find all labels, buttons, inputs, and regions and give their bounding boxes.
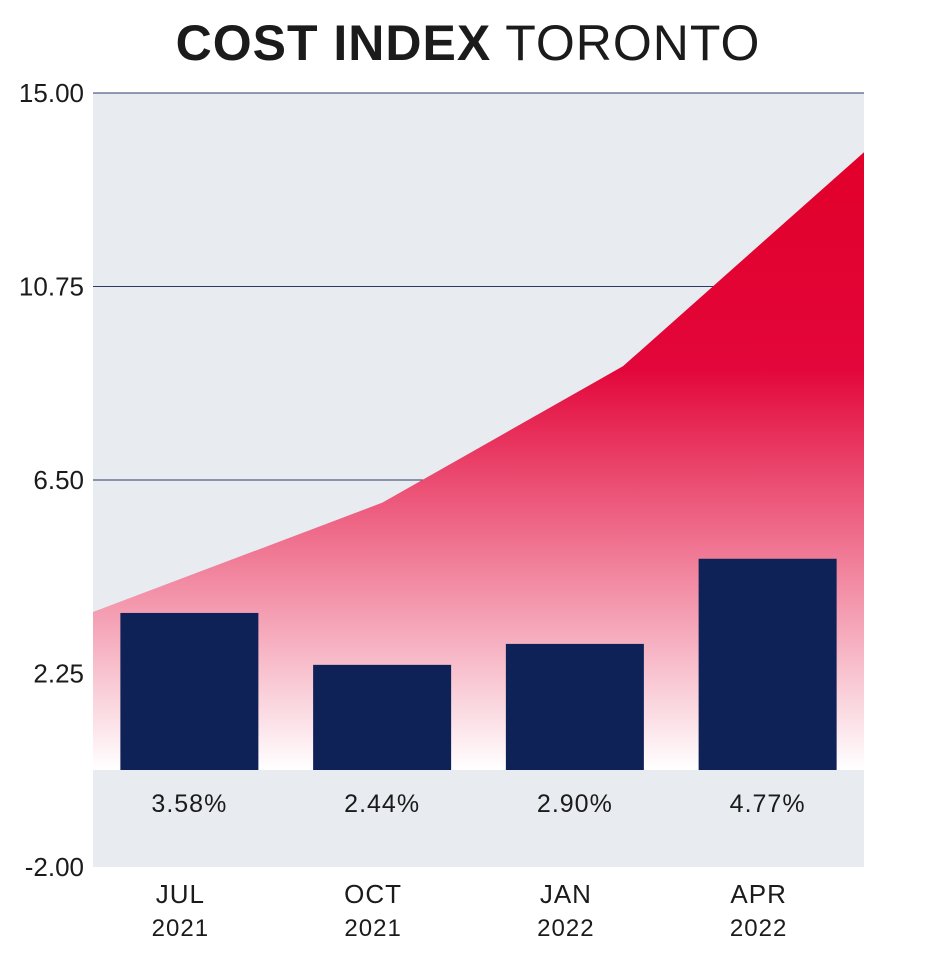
x-category-label: OCT bbox=[344, 879, 402, 909]
y-tick-label: 2.25 bbox=[33, 659, 84, 689]
area-series bbox=[93, 152, 864, 770]
bar bbox=[120, 612, 259, 770]
x-category-year: 2022 bbox=[537, 915, 594, 942]
x-category-year: 2021 bbox=[344, 915, 401, 942]
bar-value-label: 3.58% bbox=[151, 790, 227, 818]
chart-title: COST INDEX TORONTO bbox=[0, 14, 936, 72]
bar bbox=[698, 558, 837, 770]
y-tick-label: 6.50 bbox=[33, 465, 84, 495]
chart-title-bold: COST INDEX bbox=[175, 15, 492, 71]
x-category-year: 2021 bbox=[152, 915, 209, 942]
chart-title-light: TORONTO bbox=[505, 15, 761, 71]
bar-value-label: 2.90% bbox=[537, 790, 613, 818]
x-category-year: 2022 bbox=[730, 915, 787, 942]
bar-value-label: 2.44% bbox=[344, 790, 420, 818]
bars bbox=[93, 558, 864, 867]
labels: 15.00 10.75 6.50 2.25 -2.00 3.58% JUL 2021 2.44%… bbox=[19, 78, 806, 942]
bar bbox=[313, 664, 452, 770]
y-tick-label: 10.75 bbox=[19, 272, 84, 302]
value-label-band bbox=[93, 772, 864, 867]
y-tick-label: 15.00 bbox=[19, 78, 84, 108]
bar-value-label: 4.77% bbox=[730, 790, 806, 818]
y-tick-label: -2.00 bbox=[25, 852, 84, 882]
x-category-label: JAN bbox=[540, 879, 592, 909]
bar bbox=[505, 643, 644, 770]
x-category-label: JUL bbox=[156, 879, 205, 909]
x-category-label: APR bbox=[730, 879, 786, 909]
